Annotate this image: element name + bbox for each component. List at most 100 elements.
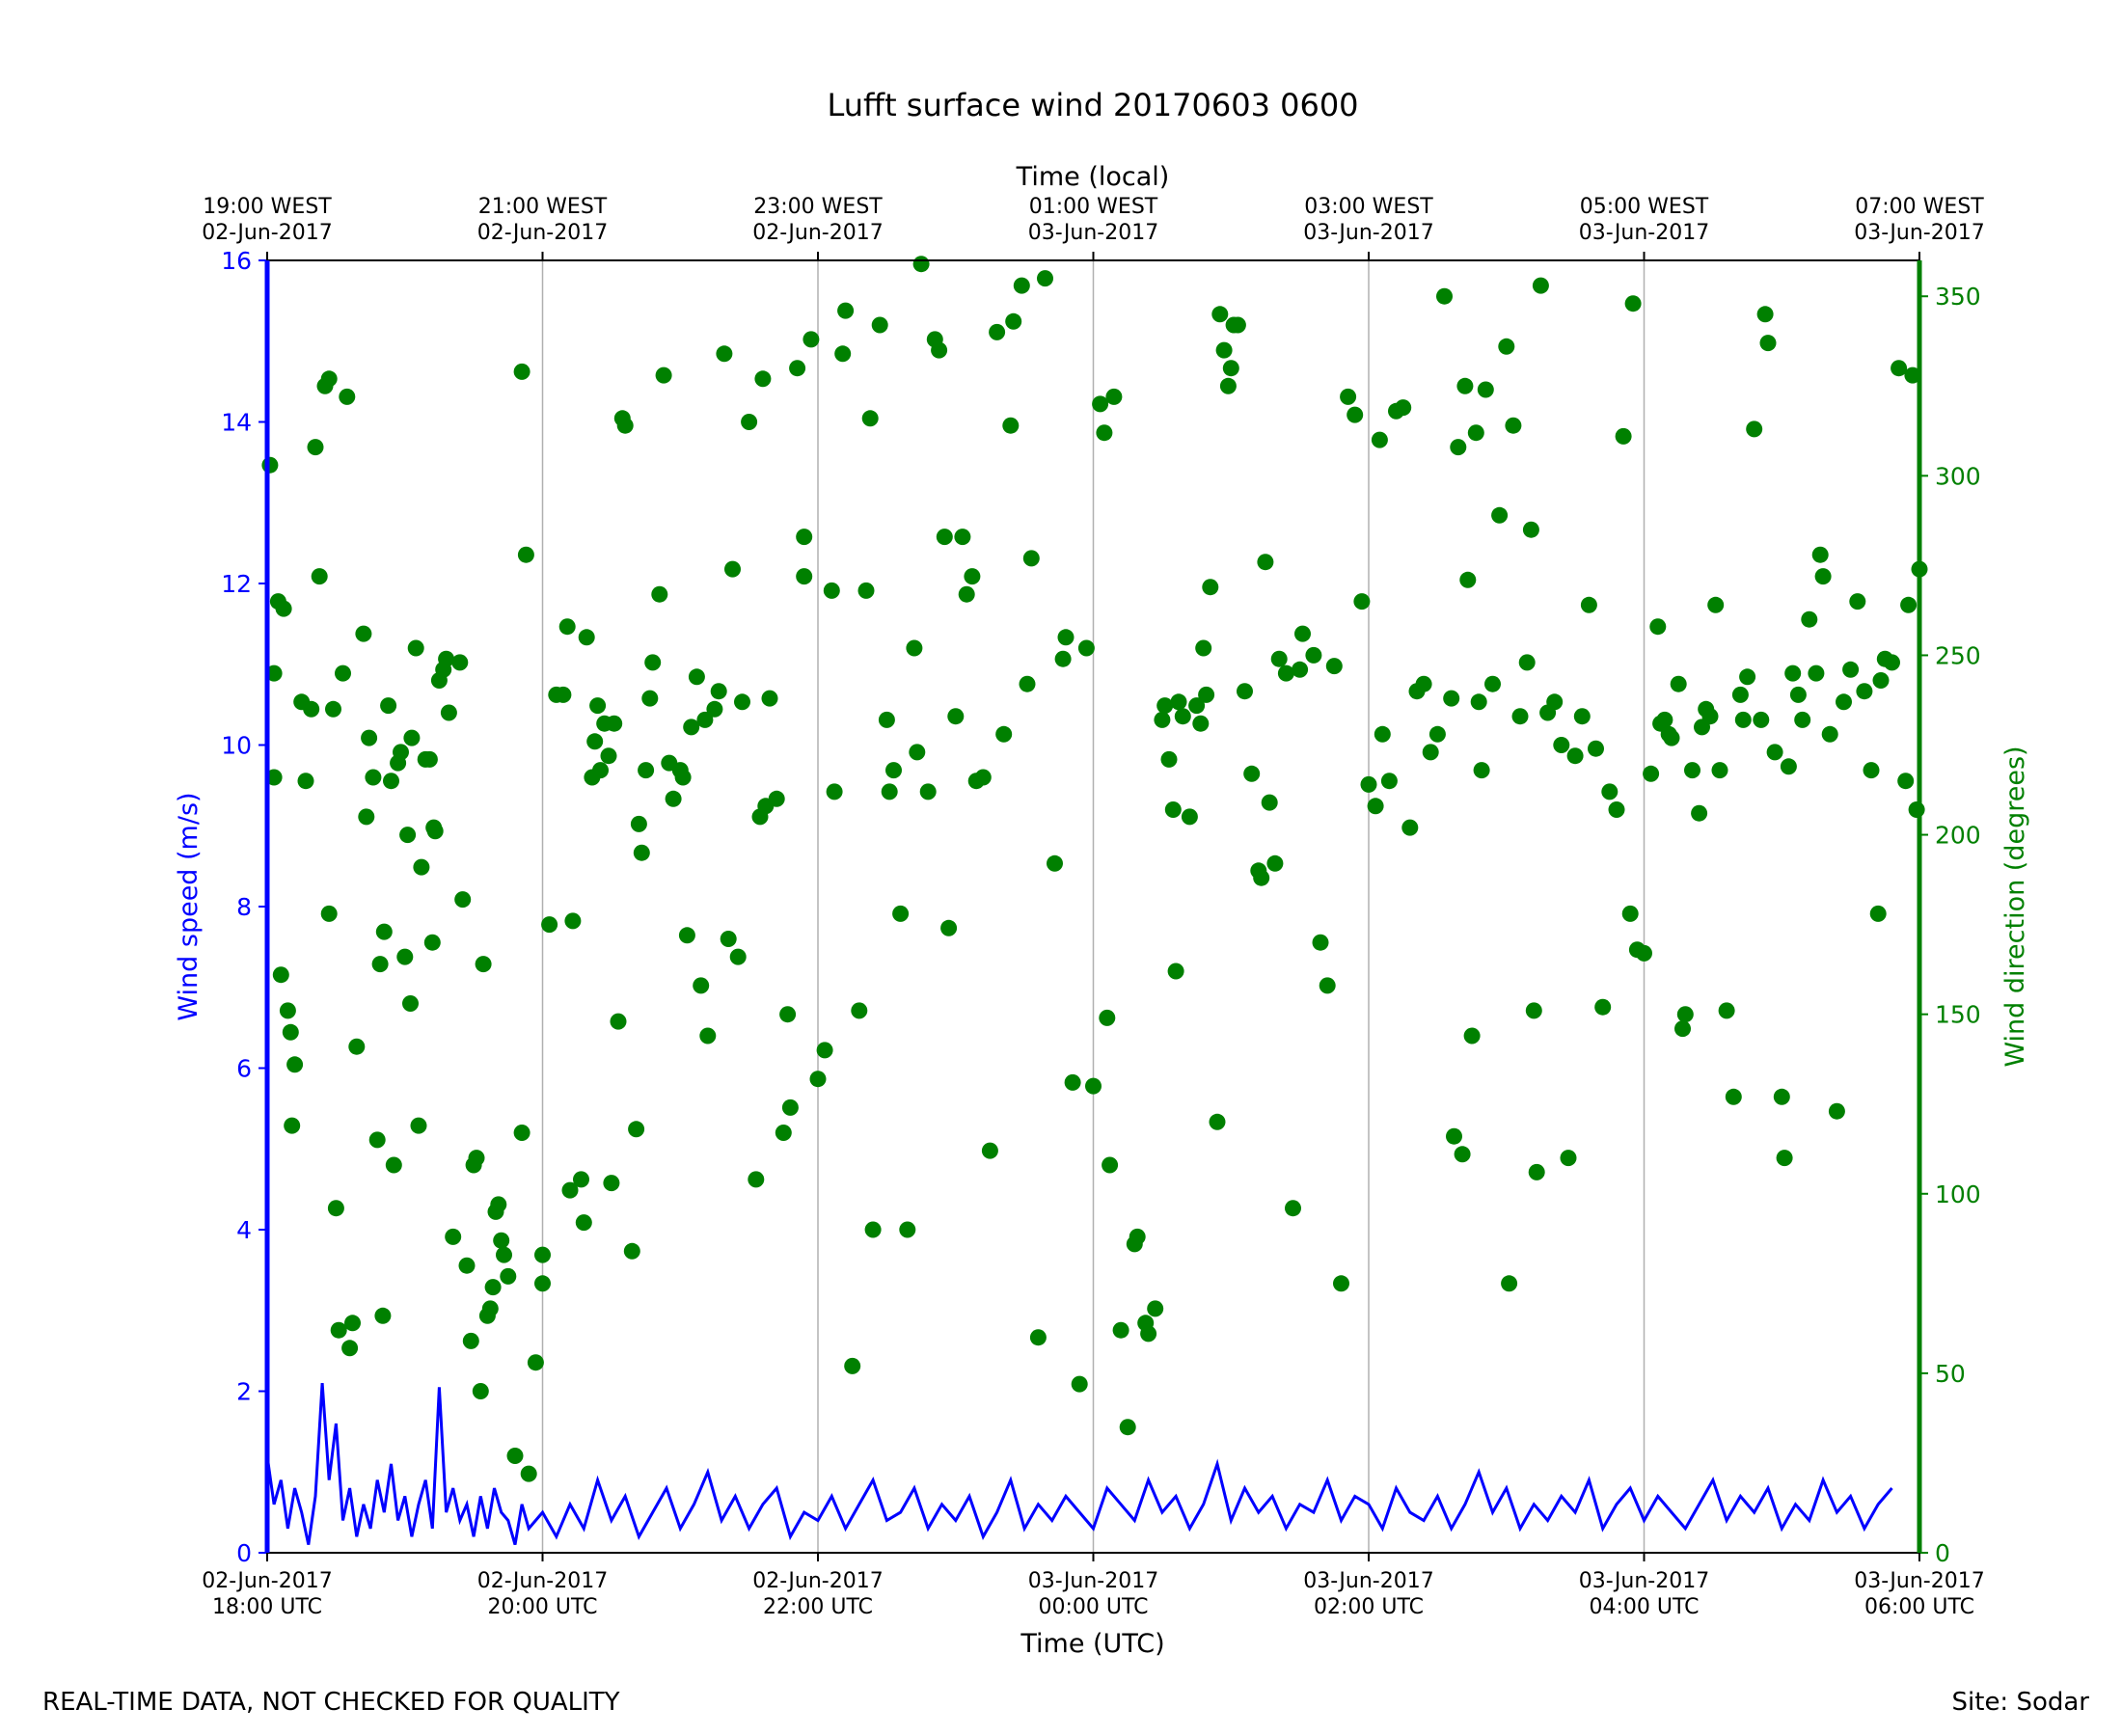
wind-direction-point <box>1467 424 1484 442</box>
wind-direction-point <box>527 1354 544 1371</box>
wind-direction-point <box>1836 693 1852 711</box>
wind-direction-point <box>1198 686 1215 703</box>
wind-direction-point <box>688 668 705 686</box>
bottom-tick-date: 02-Jun-2017 <box>477 1569 608 1593</box>
right-tick-label: 100 <box>1935 1180 1981 1208</box>
right-tick-label: 200 <box>1935 822 1981 850</box>
wind-direction-point <box>385 1156 402 1174</box>
bottom-tick-time: 04:00 UTC <box>1589 1595 1699 1619</box>
wind-direction-point <box>823 582 840 599</box>
wind-direction-point <box>1731 686 1749 703</box>
wind-direction-point <box>710 683 727 700</box>
wind-direction-point <box>906 639 923 657</box>
right-axis-label: Wind direction (degrees) <box>2000 746 2030 1067</box>
wind-direction-point <box>558 618 576 636</box>
wind-direction-point <box>1253 869 1270 886</box>
wind-direction-point <box>355 625 372 642</box>
top-tick-time: 03:00 WEST <box>1304 195 1433 219</box>
wind-direction-point <box>1676 1006 1694 1023</box>
right-tick-label: 300 <box>1935 462 1981 490</box>
wind-direction-point <box>307 439 324 456</box>
wind-direction-point <box>275 600 292 617</box>
wind-direction-point <box>729 948 747 965</box>
wind-direction-point <box>912 256 930 273</box>
wind-direction-point <box>1872 672 1890 689</box>
wind-direction-point <box>1096 424 1113 442</box>
wind-direction-point <box>1601 783 1619 800</box>
wind-direction-point <box>1215 341 1233 359</box>
wind-direction-point <box>1057 629 1075 646</box>
wind-direction-point <box>284 1117 301 1134</box>
wind-direction-point <box>610 1013 627 1030</box>
wind-direction-point <box>1884 654 1900 671</box>
wind-direction-point <box>541 916 558 934</box>
right-tick-label: 350 <box>1935 283 1981 311</box>
wind-direction-point <box>779 1006 797 1023</box>
left-tick-label: 0 <box>236 1539 252 1567</box>
wind-direction-point <box>1243 765 1261 782</box>
wind-direction-point <box>1347 406 1364 423</box>
wind-direction-point <box>1491 506 1509 524</box>
wind-direction-point <box>1821 725 1838 743</box>
wind-direction-point <box>1071 1375 1088 1393</box>
top-tick-date: 03-Jun-2017 <box>1028 221 1158 245</box>
wind-direction-point <box>796 529 813 546</box>
wind-direction-point <box>368 1131 386 1149</box>
wind-direction-point <box>1828 1102 1845 1120</box>
wind-direction-point <box>734 693 750 711</box>
wind-direction-point <box>1856 683 1873 700</box>
left-tick-label: 14 <box>221 409 252 437</box>
wind-direction-point <box>1621 905 1639 922</box>
wind-direction-point <box>1446 1127 1462 1145</box>
wind-direction-point <box>1454 1146 1471 1163</box>
wind-direction-point <box>472 1383 489 1399</box>
wind-direction-point <box>1739 668 1756 686</box>
wind-direction-point <box>330 1321 347 1339</box>
wind-direction-point <box>1789 686 1807 703</box>
wind-direction-point <box>1129 1228 1146 1245</box>
wind-direction-point <box>995 725 1013 743</box>
wind-direction-point <box>1904 366 1921 384</box>
wind-direction-point <box>1353 593 1371 610</box>
wind-direction-point <box>641 690 659 707</box>
top-tick-time: 05:00 WEST <box>1580 195 1709 219</box>
grid-lines <box>541 260 1646 1553</box>
wind-direction-point <box>1701 708 1719 725</box>
wind-direction-point <box>936 529 953 546</box>
wind-direction-point <box>1759 335 1777 352</box>
wind-direction-point <box>809 1071 827 1088</box>
wind-direction-point <box>724 560 741 578</box>
wind-direction-point <box>1808 665 1825 682</box>
wind-direction-point <box>696 711 714 728</box>
wind-direction-point <box>781 1099 799 1116</box>
wind-direction-point <box>1401 819 1419 836</box>
wind-direction-point <box>445 1228 462 1245</box>
right-tick-label: 150 <box>1935 1001 1981 1029</box>
wind-direction-point <box>500 1267 517 1285</box>
wind-direction-point <box>1863 762 1880 779</box>
bottom-tick-date: 03-Jun-2017 <box>1303 1569 1433 1593</box>
wind-direction-point <box>1518 654 1536 671</box>
bottom-tick-time: 20:00 UTC <box>487 1595 597 1619</box>
left-tick-label: 6 <box>236 1055 252 1083</box>
wind-direction-point <box>1725 1088 1742 1105</box>
wind-direction-point <box>1615 427 1632 445</box>
wind-direction-point <box>421 750 438 768</box>
wind-direction-point <box>592 762 609 779</box>
wind-direction-point <box>909 744 926 761</box>
wind-direction-point <box>720 931 737 947</box>
wind-direction-point <box>513 363 530 380</box>
wind-direction-point <box>1285 1200 1301 1217</box>
wind-direction-point <box>1656 711 1673 728</box>
wind-direction-point <box>1319 977 1336 994</box>
wind-direction-point <box>1443 690 1460 707</box>
bottom-tick-time: 00:00 UTC <box>1038 1595 1148 1619</box>
wind-direction-point <box>1532 277 1549 294</box>
wind-direction-point <box>1340 388 1357 405</box>
wind-direction-point <box>1470 693 1487 711</box>
wind-direction-point <box>1528 1163 1545 1180</box>
wind-direction-point <box>665 790 682 807</box>
wind-direction-point <box>475 956 492 973</box>
wind-direction-point <box>606 715 623 732</box>
wind-direction-point <box>1202 579 1219 596</box>
